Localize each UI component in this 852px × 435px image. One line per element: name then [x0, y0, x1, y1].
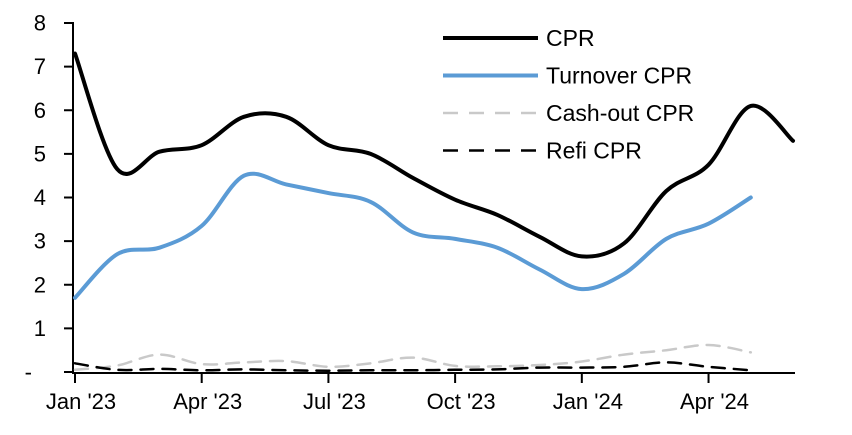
y-axis-tick-label: 2 [34, 272, 46, 297]
legend-item-refi-cpr: Refi CPR [443, 138, 642, 164]
y-axis-tick-label: 3 [34, 229, 46, 254]
legend-item-cpr: CPR [443, 25, 595, 51]
legend-label: Turnover CPR [546, 63, 692, 89]
legend-item-turnover-cpr: Turnover CPR [443, 63, 692, 89]
x-axis-tick-label: Jan '23 [46, 389, 116, 414]
x-axis-tick-label: Apr '23 [173, 389, 242, 414]
y-axis-tick-label: 8 [34, 11, 46, 36]
x-axis-tick-label: Apr '24 [680, 389, 749, 414]
y-axis-tick-label: 7 [34, 54, 46, 79]
y-axis-tick-label: - [25, 360, 32, 385]
series-line-cash-out-cpr [73, 343, 753, 372]
legend-label: Refi CPR [546, 138, 642, 164]
legend-label: CPR [546, 25, 595, 51]
legend-label: Cash-out CPR [546, 100, 694, 126]
x-axis-tick-label: Jan '24 [553, 389, 623, 414]
series-line-refi-cpr [73, 361, 753, 372]
series-line-turnover-cpr [73, 171, 753, 300]
series-line-cpr [73, 51, 795, 259]
y-axis-tick-label: 4 [34, 185, 46, 210]
y-axis-tick-label: 6 [34, 98, 46, 123]
legend-item-cash-out-cpr: Cash-out CPR [443, 100, 694, 126]
y-axis-tick-label: 5 [34, 141, 46, 166]
y-axis-tick-label: 1 [34, 316, 46, 341]
x-axis-tick-label: Jul '23 [303, 389, 366, 414]
x-axis-tick-label: Oct '23 [427, 389, 496, 414]
